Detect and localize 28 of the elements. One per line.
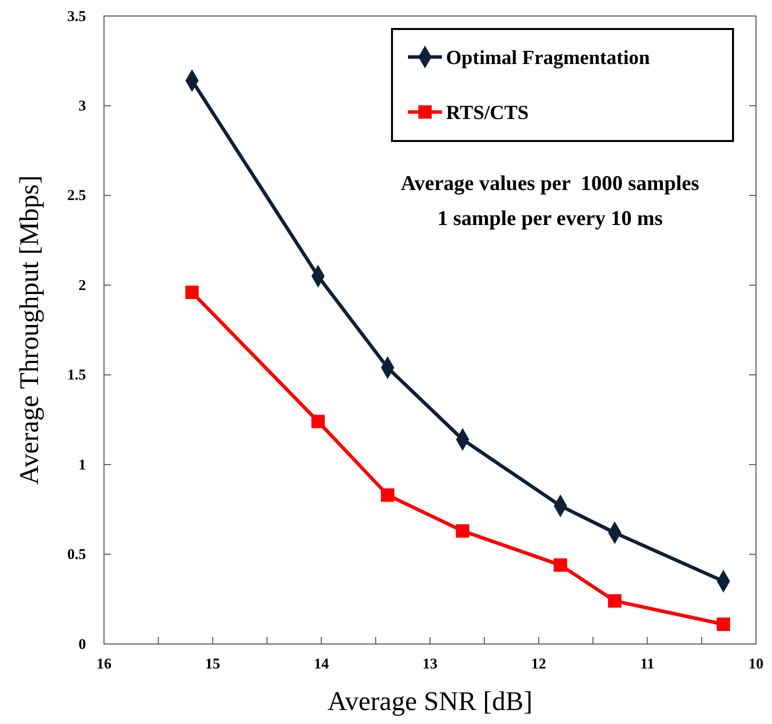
x-axis-title: Average SNR [dB] — [328, 686, 532, 716]
y-tick-label: 0 — [78, 636, 86, 653]
point — [608, 594, 622, 608]
y-tick-label: 0.5 — [67, 547, 86, 564]
point — [716, 618, 730, 631]
legend-label: Optimal Fragmentation — [446, 47, 650, 69]
y-tick-label: 3.5 — [67, 8, 86, 25]
x-tick-label: 10 — [748, 656, 764, 673]
x-tick-label: 15 — [205, 656, 220, 673]
annotation: 1 sample per every 10 ms — [437, 206, 663, 230]
y-tick-label: 2.5 — [67, 188, 86, 204]
point — [311, 414, 325, 428]
x-tick-label: 12 — [531, 656, 546, 673]
point — [185, 286, 199, 300]
point — [456, 524, 470, 538]
y-tick-label: 1 — [78, 457, 86, 474]
x-tick-label: 16 — [96, 656, 112, 673]
y-tick-label: 1.5 — [67, 368, 86, 384]
y-axis-title: Average Throughput [Mbps] — [14, 175, 44, 485]
legend-label: RTS/CTS — [446, 102, 529, 124]
x-tick-label: 11 — [640, 656, 654, 673]
y-tick-label: 3 — [78, 98, 86, 115]
y-tick-label: 2 — [78, 278, 86, 294]
x-tick-label: 13 — [422, 656, 438, 673]
point — [554, 558, 568, 572]
point — [380, 488, 394, 502]
annotation: Average values per 1000 samples — [400, 171, 700, 195]
x-tick-label: 14 — [314, 656, 330, 673]
